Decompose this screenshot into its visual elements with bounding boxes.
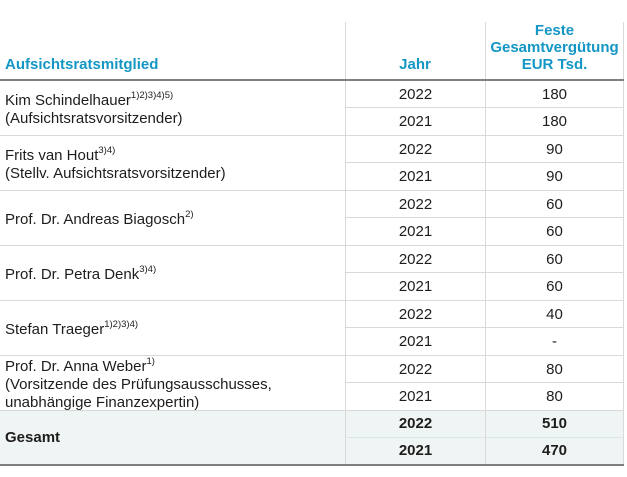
member-role: (Stellv. Aufsichtsratsvorsitzender) [5,165,226,182]
year-cell: 2022 [345,246,485,273]
member-name: Frits van Hout3)4) [5,145,116,164]
year-cell: 2021 [345,383,485,410]
year-cell: 2021 [345,328,485,355]
member-name-cell: Frits van Hout3)4) (Stellv. Aufsichtsrat… [0,136,345,190]
footnote-superscript: 3)4) [98,145,116,156]
member-name-cell: Prof. Dr. Anna Weber1) (Vorsitzende des … [0,356,345,411]
value-cell: 60 [485,218,624,245]
member-name: Kim Schindelhauer1)2)3)4)5) [5,90,174,109]
year-cell: 2021 [345,437,485,464]
header-year-column: Jahr [345,0,485,79]
member-name: Prof. Dr. Anna Weber1) [5,356,155,375]
member-name-cell: Prof. Dr. Petra Denk3)4) [0,246,345,300]
header-compensation-line: Gesamtvergütung [490,39,619,56]
value-cell: 60 [485,246,624,273]
year-cell: 2022 [345,301,485,328]
column-divider [485,22,486,79]
table-row-group-total: Gesamt 2022 510 2021 470 [0,411,624,466]
member-name: Prof. Dr. Andreas Biagosch2) [5,209,194,228]
year-cell: 2022 [345,136,485,163]
table-row-group-traeger: Stefan Traeger1)2)3)4) 2022 40 2021 - [0,301,624,356]
table-row-group-van-hout: Frits van Hout3)4) (Stellv. Aufsichtsrat… [0,136,624,191]
year-cell: 2021 [345,108,485,135]
supervisory-board-remuneration-table: Aufsichtsratsmitglied Jahr Feste Gesamtv… [0,0,624,466]
total-label: Gesamt [5,428,61,446]
table-header-row: Aufsichtsratsmitglied Jahr Feste Gesamtv… [0,0,624,81]
header-compensation-line: Feste [534,22,575,39]
year-cell: 2022 [345,81,485,108]
header-member-column: Aufsichtsratsmitglied [0,0,345,79]
column-divider [345,22,346,79]
value-cell: 80 [485,383,624,410]
value-cell: 40 [485,301,624,328]
footnote-superscript: 1)2)3)4)5) [130,90,174,101]
table-row-group-schindelhauer: Kim Schindelhauer1)2)3)4)5) (Aufsichtsra… [0,81,624,136]
value-cell: 510 [485,411,624,438]
member-role: unabhängige Finanzexpertin) [5,394,200,411]
member-name-cell: Prof. Dr. Andreas Biagosch2) [0,191,345,245]
member-name: Prof. Dr. Petra Denk3)4) [5,264,157,283]
header-compensation-column: Feste Gesamtvergütung EUR Tsd. [485,0,624,79]
footnote-superscript: 2) [185,209,194,220]
year-cell: 2022 [345,411,485,438]
value-cell: 60 [485,273,624,300]
value-cell: 180 [485,81,624,108]
year-cell: 2021 [345,163,485,190]
footnote-superscript: 3)4) [139,264,157,275]
year-cell: 2021 [345,273,485,300]
header-compensation-line: EUR Tsd. [521,56,588,73]
value-cell: 470 [485,437,624,464]
value-cell: 90 [485,136,624,163]
table-row-group-biagosch: Prof. Dr. Andreas Biagosch2) 2022 60 202… [0,191,624,246]
table-row-group-denk: Prof. Dr. Petra Denk3)4) 2022 60 2021 60 [0,246,624,301]
member-name-cell: Kim Schindelhauer1)2)3)4)5) (Aufsichtsra… [0,81,345,135]
year-cell: 2022 [345,191,485,218]
table-right-border [623,22,624,79]
year-cell: 2021 [345,218,485,245]
footnote-superscript: 1) [146,356,155,367]
value-cell: 90 [485,163,624,190]
value-cell: 80 [485,356,624,383]
member-role: (Aufsichtsratsvorsitzender) [5,110,183,127]
total-label-cell: Gesamt [0,411,345,464]
table-row-group-weber: Prof. Dr. Anna Weber1) (Vorsitzende des … [0,356,624,411]
footnote-superscript: 1)2)3)4) [104,319,139,330]
value-cell: 180 [485,108,624,135]
value-cell: - [485,328,624,355]
member-role: (Vorsitzende des Prüfungsausschusses, [5,376,272,393]
year-cell: 2022 [345,356,485,383]
header-member-label: Aufsichtsratsmitglied [5,56,159,73]
header-year-label: Jahr [399,56,431,73]
member-name: Stefan Traeger1)2)3)4) [5,319,139,338]
member-name-cell: Stefan Traeger1)2)3)4) [0,301,345,355]
value-cell: 60 [485,191,624,218]
